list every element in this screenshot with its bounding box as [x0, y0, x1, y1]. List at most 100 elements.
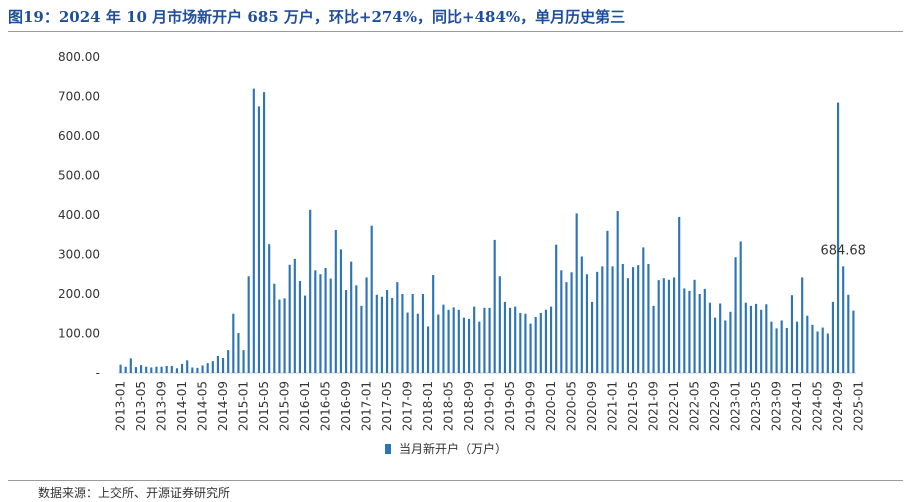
bar-2015-04 — [257, 106, 261, 373]
bar-2015-03 — [252, 88, 255, 373]
bar-2014-10 — [227, 350, 230, 373]
bar-2023-05 — [754, 303, 758, 373]
bar-2014-04 — [196, 367, 199, 373]
bar-2017-04 — [380, 296, 384, 373]
bar-2022-01 — [672, 277, 676, 373]
bar-2014-08 — [216, 356, 220, 373]
bar-2013-05 — [139, 365, 143, 373]
x-tick-label: 2017-05 — [380, 381, 394, 431]
bar-2013-02 — [124, 366, 127, 373]
bar-chart: - 100.00 200.00 300.00 400.00 500.00 600.00 700… — [58, 50, 866, 431]
x-tick-label: 2019-09 — [524, 381, 538, 431]
bar-2020-11 — [601, 266, 604, 373]
x-tick-label: 2019-05 — [503, 381, 517, 431]
bar-2019-12 — [544, 309, 548, 373]
bar-2016-04 — [319, 274, 322, 373]
bar-2013-03 — [129, 358, 132, 373]
bar-2018-08 — [462, 317, 466, 373]
bar-2017-03 — [375, 294, 378, 373]
bar-2021-08 — [647, 263, 650, 373]
bar-2019-06 — [514, 306, 517, 373]
source-note: 数据来源：上交所、开源证券研究所 — [38, 486, 231, 500]
bar-2017-06 — [391, 297, 394, 373]
bar-2024-08 — [831, 301, 835, 373]
bar-2018-01 — [426, 326, 430, 373]
bar-2020-10 — [596, 271, 599, 373]
x-tick-label: 2024-09 — [831, 381, 845, 431]
bar-2021-11 — [662, 278, 665, 373]
bar-2019-04 — [503, 301, 507, 373]
bar-2015-09 — [283, 298, 286, 373]
bar-2022-03 — [683, 288, 686, 373]
x-tick-label: 2019-01 — [483, 381, 497, 431]
bar-2021-05 — [631, 267, 635, 373]
x-tick-label: 2023-09 — [770, 381, 784, 431]
bar-2019-11 — [539, 312, 542, 373]
x-tick-label: 2018-01 — [421, 381, 435, 431]
bar-2014-06 — [206, 363, 209, 373]
data-label: 684.68 — [820, 243, 866, 258]
footer-divider — [8, 480, 903, 481]
bar-2015-02 — [247, 276, 250, 373]
bar-2022-04 — [688, 290, 691, 373]
bar-2024-02 — [801, 277, 804, 373]
bar-2024-12 — [852, 310, 855, 373]
x-tick-label: 2017-01 — [360, 381, 374, 431]
bar-2024-06 — [821, 327, 824, 373]
x-tick-label: 2020-01 — [544, 381, 558, 431]
bar-2013-10 — [165, 365, 168, 373]
x-tick-label: 2022-01 — [667, 381, 681, 431]
bar-2013-08 — [155, 366, 158, 373]
bar-2017-07 — [396, 282, 399, 373]
bar-2022-11 — [724, 320, 727, 373]
bar-2019-10 — [534, 316, 537, 373]
x-tick-label: 2022-05 — [688, 381, 702, 431]
y-tick-label: 100.00 — [58, 327, 100, 341]
bar-2019-09 — [529, 323, 532, 373]
bar-2018-07 — [457, 309, 460, 373]
x-tick-label: 2024-01 — [790, 381, 804, 431]
x-tick-label: 2013-05 — [134, 381, 148, 431]
x-tick-label: 2017-09 — [401, 381, 415, 431]
bar-2023-10 — [780, 320, 783, 373]
bar-2017-09 — [406, 312, 409, 373]
bar-2018-06 — [452, 307, 455, 373]
bar-2015-11 — [293, 258, 296, 373]
bar-2023-12 — [790, 295, 794, 373]
bar-2016-06 — [329, 278, 332, 373]
bar-2021-06 — [637, 265, 640, 373]
x-tick-label: 2022-09 — [708, 381, 722, 431]
bar-2014-12 — [237, 333, 240, 373]
bar-2022-12 — [729, 311, 732, 373]
bar-2022-09 — [713, 317, 717, 373]
x-tick-label: 2024-05 — [811, 381, 825, 431]
x-tick-label: 2014-09 — [216, 381, 230, 431]
x-tick-label: 2025-01 — [852, 381, 866, 431]
bar-2013-01 — [119, 364, 122, 373]
bar-2017-08 — [401, 294, 404, 373]
x-tick-label: 2016-01 — [298, 381, 312, 431]
bar-2020-07 — [580, 256, 583, 373]
bar-2019-07 — [519, 312, 522, 373]
bar-2014-11 — [232, 313, 235, 373]
bar-2020-12 — [606, 230, 609, 373]
bar-2015-08 — [278, 299, 281, 373]
bar-2013-06 — [145, 366, 148, 373]
bar-2017-12 — [421, 294, 425, 373]
bar-2015-05 — [262, 92, 266, 373]
x-tick-label: 2015-09 — [278, 381, 292, 431]
bar-2023-01 — [734, 257, 737, 373]
x-tick-label: 2018-09 — [462, 381, 476, 431]
bar-2016-12 — [360, 305, 363, 373]
bar-2020-09 — [590, 301, 594, 373]
bar-2023-08 — [770, 321, 773, 373]
bar-2020-01 — [549, 306, 553, 373]
bar-2021-01 — [611, 266, 614, 373]
bar-2024-04 — [811, 324, 814, 373]
bar-2016-07 — [334, 230, 337, 373]
bar-2018-05 — [447, 309, 450, 373]
bar-2013-12 — [175, 368, 179, 373]
bar-2015-10 — [288, 264, 291, 373]
y-tick-label: 400.00 — [58, 208, 100, 222]
bar-2019-03 — [498, 276, 501, 373]
